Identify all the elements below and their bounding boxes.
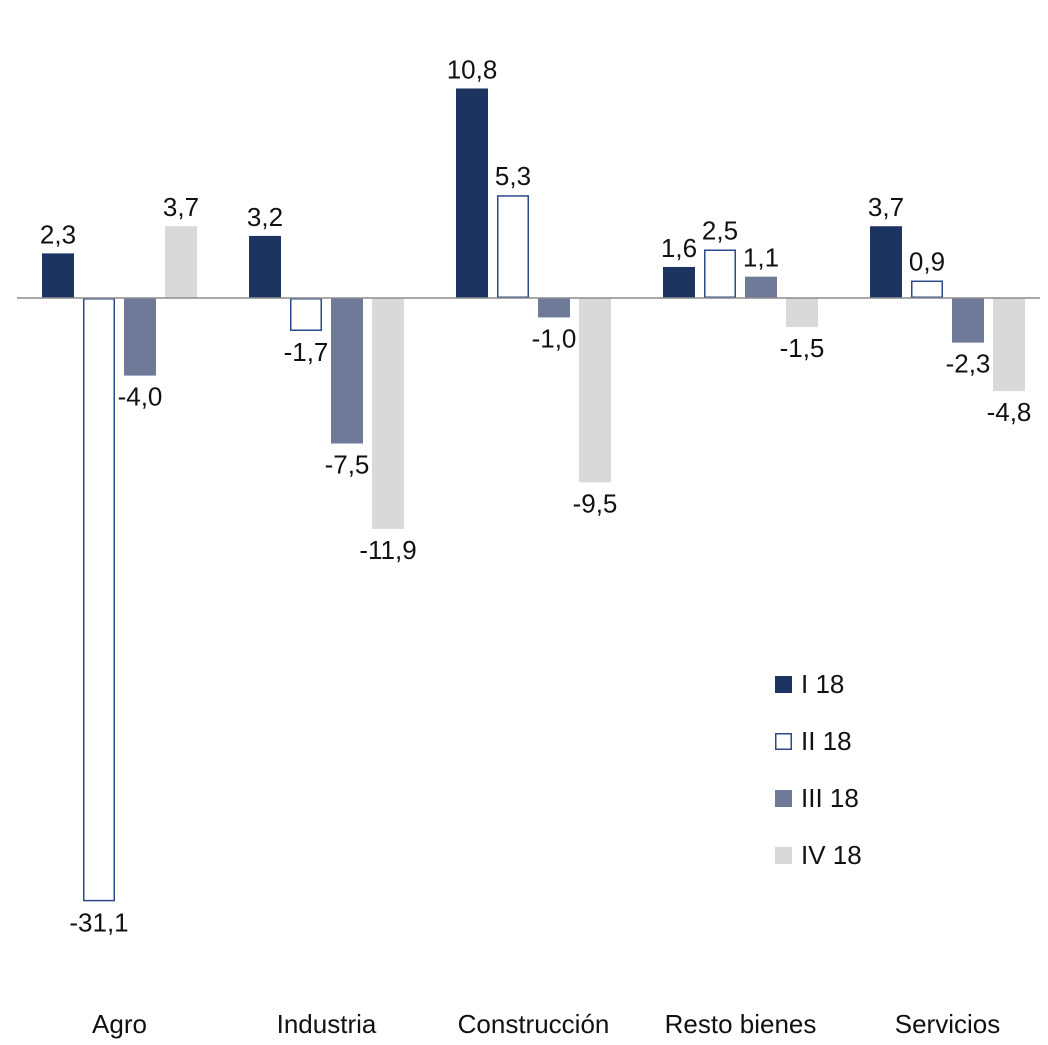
category-label-servicios: Servicios (895, 1009, 1000, 1039)
bar-resto-bienes-iv-18 (786, 298, 818, 328)
bar-construccion-ii-18 (497, 195, 529, 298)
data-label-servicios-ii-18: 0,9 (909, 247, 945, 277)
data-label-industria-ii-18: -1,7 (284, 337, 329, 367)
data-label-resto-bienes-iv-18: -1,5 (780, 333, 825, 363)
legend-swatch-iv-18 (775, 847, 792, 864)
category-axis-labels: Agro Industria Construcción Resto bienes Ser… (92, 1009, 1000, 1039)
category-label-industria: Industria (277, 1009, 377, 1039)
data-label-agro-iv-18: 3,7 (163, 192, 199, 222)
data-label-agro-i-18: 2,3 (40, 219, 76, 249)
bar-resto-bienes-i-18 (663, 266, 695, 298)
category-label-resto-bienes: Resto bienes (665, 1009, 817, 1039)
data-labels-layer: 2,3 -31,1 -4,0 3,7 3,2 -1,7 -7,5 -11,9 10,8 5,3 -1… (40, 54, 1031, 937)
legend-label-iv-18: IV 18 (801, 840, 862, 870)
legend-swatch-i-18 (775, 676, 792, 693)
bar-servicios-ii-18 (911, 280, 943, 299)
bar-industria-iii-18 (331, 298, 363, 444)
bar-construccion-iv-18 (579, 298, 611, 483)
data-label-industria-iv-18: -11,9 (359, 535, 416, 565)
legend-label-i-18: I 18 (801, 669, 844, 699)
data-label-industria-i-18: 3,2 (247, 202, 283, 232)
legend-label-iii-18: III 18 (801, 783, 859, 813)
legend-swatch-ii-18 (775, 733, 792, 750)
bar-industria-i-18 (249, 235, 281, 298)
data-label-resto-bienes-i-18: 1,6 (661, 233, 697, 263)
bar-servicios-iv-18 (993, 298, 1025, 392)
category-label-construccion: Construcción (458, 1009, 610, 1039)
data-label-construccion-iii-18: -1,0 (532, 323, 577, 353)
bar-agro-ii-18 (83, 298, 115, 902)
bar-construccion-i-18 (456, 88, 488, 298)
bar-construccion-iii-18 (538, 298, 570, 318)
legend-swatch-iii-18 (775, 790, 792, 807)
bars-layer (42, 88, 1025, 902)
bar-servicios-i-18 (870, 226, 902, 298)
bar-agro-iii-18 (124, 298, 156, 376)
data-label-construccion-iv-18: -9,5 (573, 488, 618, 518)
data-label-servicios-iii-18: -2,3 (946, 349, 991, 379)
data-label-servicios-i-18: 3,7 (868, 192, 904, 222)
bar-resto-bienes-ii-18 (704, 249, 736, 298)
legend: I 18 II 18 III 18 IV 18 (775, 669, 862, 870)
data-label-construccion-ii-18: 5,3 (495, 161, 531, 191)
bar-industria-iv-18 (372, 298, 404, 529)
data-label-industria-iii-18: -7,5 (325, 450, 370, 480)
bar-agro-i-18 (42, 253, 74, 298)
data-label-agro-ii-18: -31,1 (69, 907, 128, 937)
data-label-construccion-i-18: 10,8 (447, 54, 498, 84)
legend-label-ii-18: II 18 (801, 726, 852, 756)
bar-industria-ii-18 (290, 298, 322, 331)
bar-agro-iv-18 (165, 226, 197, 298)
data-label-agro-iii-18: -4,0 (118, 382, 163, 412)
data-label-resto-bienes-ii-18: 2,5 (702, 216, 738, 246)
category-label-agro: Agro (92, 1009, 147, 1039)
bar-servicios-iii-18 (952, 298, 984, 343)
data-label-resto-bienes-iii-18: 1,1 (743, 243, 779, 273)
data-label-servicios-iv-18: -4,8 (987, 397, 1032, 427)
bar-resto-bienes-iii-18 (745, 276, 777, 298)
